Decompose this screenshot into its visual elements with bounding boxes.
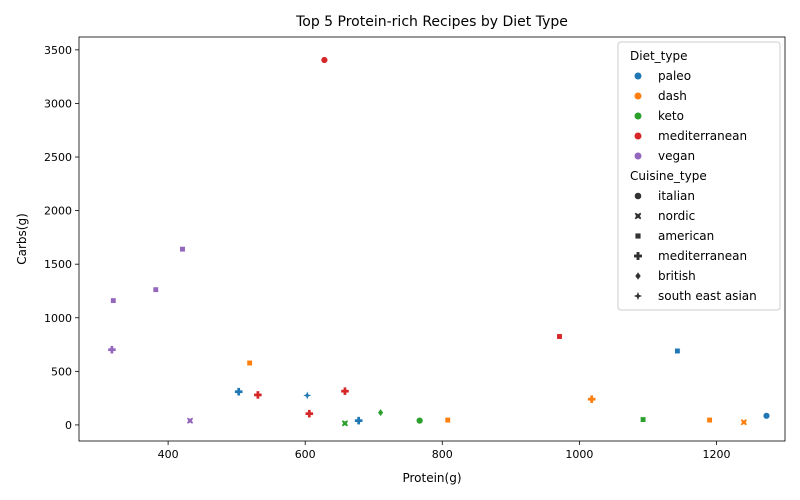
data-point [762, 412, 771, 420]
data-point [179, 246, 186, 253]
x-tick-label: 1200 [702, 448, 730, 461]
legend-color-marker [633, 71, 643, 81]
data-point [587, 395, 596, 403]
data-point [415, 416, 424, 425]
legend-style-label: american [658, 229, 714, 243]
data-point [110, 297, 117, 304]
y-tick-label: 500 [51, 365, 72, 378]
legend-hue-label: paleo [658, 69, 691, 83]
x-tick-label: 600 [295, 448, 316, 461]
legend-hue-title: Diet_type [630, 49, 687, 63]
data-point [377, 408, 384, 417]
data-point [640, 416, 647, 423]
legend-color-marker [633, 111, 643, 121]
legend-style-label: nordic [658, 209, 695, 223]
x-axis-label: Protein(g) [402, 471, 461, 485]
legend-style-title: Cuisine_type [630, 169, 707, 183]
legend-color-marker [633, 151, 643, 161]
legend-shape-marker [634, 192, 642, 200]
data-point [303, 391, 312, 400]
y-tick-label: 1000 [44, 312, 72, 325]
y-tick-label: 2500 [44, 151, 72, 164]
legend-hue-label: mediterranean [658, 129, 747, 143]
data-point [186, 417, 194, 424]
legend-box [617, 41, 781, 311]
data-point [706, 417, 713, 424]
legend-style-label: british [658, 269, 696, 283]
data-point [152, 286, 159, 293]
data-point [444, 417, 451, 424]
data-point [354, 416, 363, 425]
legend-style-label: south east asian [658, 289, 757, 303]
legend-shape-marker [634, 232, 642, 240]
data-point [740, 419, 747, 426]
data-point [341, 387, 349, 395]
legend-shape-marker [634, 252, 642, 260]
axes: 400 600 800 1000 1200 0 500 1000 1500 2000 2500 300… [44, 44, 730, 461]
legend-shape-marker [634, 271, 642, 281]
data-point [246, 360, 253, 366]
x-tick-label: 400 [158, 448, 179, 461]
y-tick-label: 2000 [44, 205, 72, 218]
data-point [556, 333, 563, 340]
legend-style-label: italian [658, 189, 695, 203]
data-point [108, 345, 116, 354]
y-tick-label: 0 [65, 419, 72, 432]
y-tick-label: 3500 [44, 44, 72, 57]
legend-style-label: mediterranean [658, 249, 747, 263]
data-point [674, 348, 681, 354]
plot-frame [78, 36, 786, 442]
legend-color-marker [633, 91, 643, 101]
data-point [341, 420, 349, 427]
legend-hue-label: dash [658, 89, 687, 103]
y-tick-label: 3000 [44, 97, 72, 110]
data-point [320, 56, 329, 64]
y-tick-label: 1500 [44, 258, 72, 271]
legend-shape-marker [633, 291, 643, 301]
legend-color-marker [633, 131, 643, 141]
legend-hue-label: keto [658, 109, 684, 123]
legend-hue-label: vegan [658, 149, 695, 163]
data-point [254, 391, 262, 399]
y-axis-label: Carbs(g) [15, 213, 29, 265]
data-points [108, 56, 771, 427]
x-tick-label: 1000 [565, 448, 593, 461]
data-point [234, 387, 243, 396]
legend-shape-marker [634, 212, 642, 220]
data-point [305, 409, 314, 418]
chart-title: Top 5 Protein-rich Recipes by Diet Type [295, 14, 568, 30]
x-tick-label: 800 [432, 448, 453, 461]
